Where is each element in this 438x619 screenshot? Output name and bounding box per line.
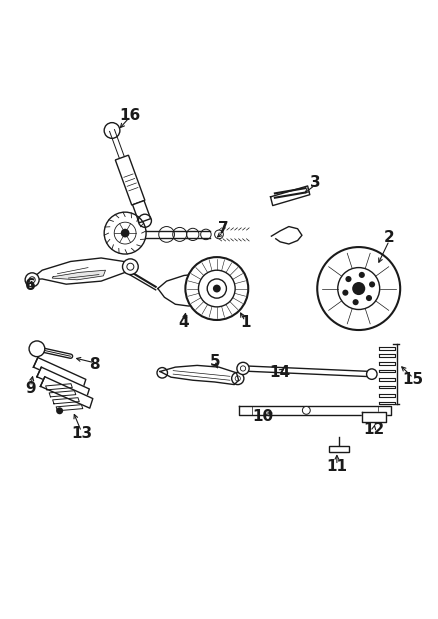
Polygon shape	[115, 155, 145, 205]
Text: 10: 10	[252, 409, 273, 424]
Polygon shape	[271, 186, 310, 206]
Circle shape	[317, 247, 400, 330]
Polygon shape	[379, 355, 395, 357]
Text: 5: 5	[209, 355, 220, 370]
Text: 6: 6	[25, 278, 36, 293]
Circle shape	[367, 369, 377, 379]
Circle shape	[213, 285, 221, 292]
Circle shape	[346, 276, 352, 282]
Circle shape	[369, 282, 375, 287]
Polygon shape	[379, 386, 395, 388]
Polygon shape	[49, 391, 76, 397]
Circle shape	[29, 341, 45, 357]
Polygon shape	[379, 347, 395, 350]
Polygon shape	[37, 367, 89, 399]
Circle shape	[302, 407, 310, 414]
Text: 8: 8	[89, 357, 100, 371]
Text: 9: 9	[25, 381, 35, 396]
Text: 15: 15	[403, 372, 424, 387]
Polygon shape	[160, 365, 239, 384]
Polygon shape	[56, 405, 83, 411]
Polygon shape	[40, 377, 93, 408]
Circle shape	[185, 257, 248, 320]
Text: 13: 13	[71, 426, 92, 441]
Text: 7: 7	[218, 221, 229, 236]
Polygon shape	[52, 271, 106, 280]
Circle shape	[366, 295, 372, 301]
Bar	[329, 446, 349, 452]
Polygon shape	[46, 384, 72, 390]
Polygon shape	[379, 402, 395, 404]
Circle shape	[343, 290, 348, 296]
Text: 16: 16	[119, 108, 140, 123]
Circle shape	[123, 259, 138, 275]
Text: 14: 14	[269, 365, 291, 380]
Polygon shape	[379, 378, 395, 381]
Polygon shape	[362, 412, 386, 422]
Polygon shape	[272, 227, 302, 244]
Text: 1: 1	[240, 315, 251, 330]
Circle shape	[121, 229, 130, 238]
Polygon shape	[379, 394, 395, 397]
Circle shape	[359, 272, 365, 278]
Polygon shape	[133, 201, 151, 223]
Circle shape	[352, 282, 365, 295]
Polygon shape	[379, 362, 395, 365]
Text: 3: 3	[310, 175, 320, 191]
Circle shape	[237, 362, 249, 374]
Polygon shape	[33, 358, 86, 389]
Polygon shape	[53, 397, 79, 404]
Text: 12: 12	[364, 422, 385, 437]
Polygon shape	[379, 370, 395, 373]
Text: 4: 4	[179, 315, 189, 330]
Polygon shape	[158, 274, 239, 306]
Polygon shape	[243, 366, 372, 377]
Circle shape	[25, 273, 39, 287]
Text: 2: 2	[384, 230, 395, 245]
Polygon shape	[239, 405, 392, 415]
Circle shape	[353, 299, 359, 305]
Polygon shape	[30, 258, 130, 284]
Circle shape	[56, 407, 63, 414]
Text: 11: 11	[326, 459, 347, 474]
